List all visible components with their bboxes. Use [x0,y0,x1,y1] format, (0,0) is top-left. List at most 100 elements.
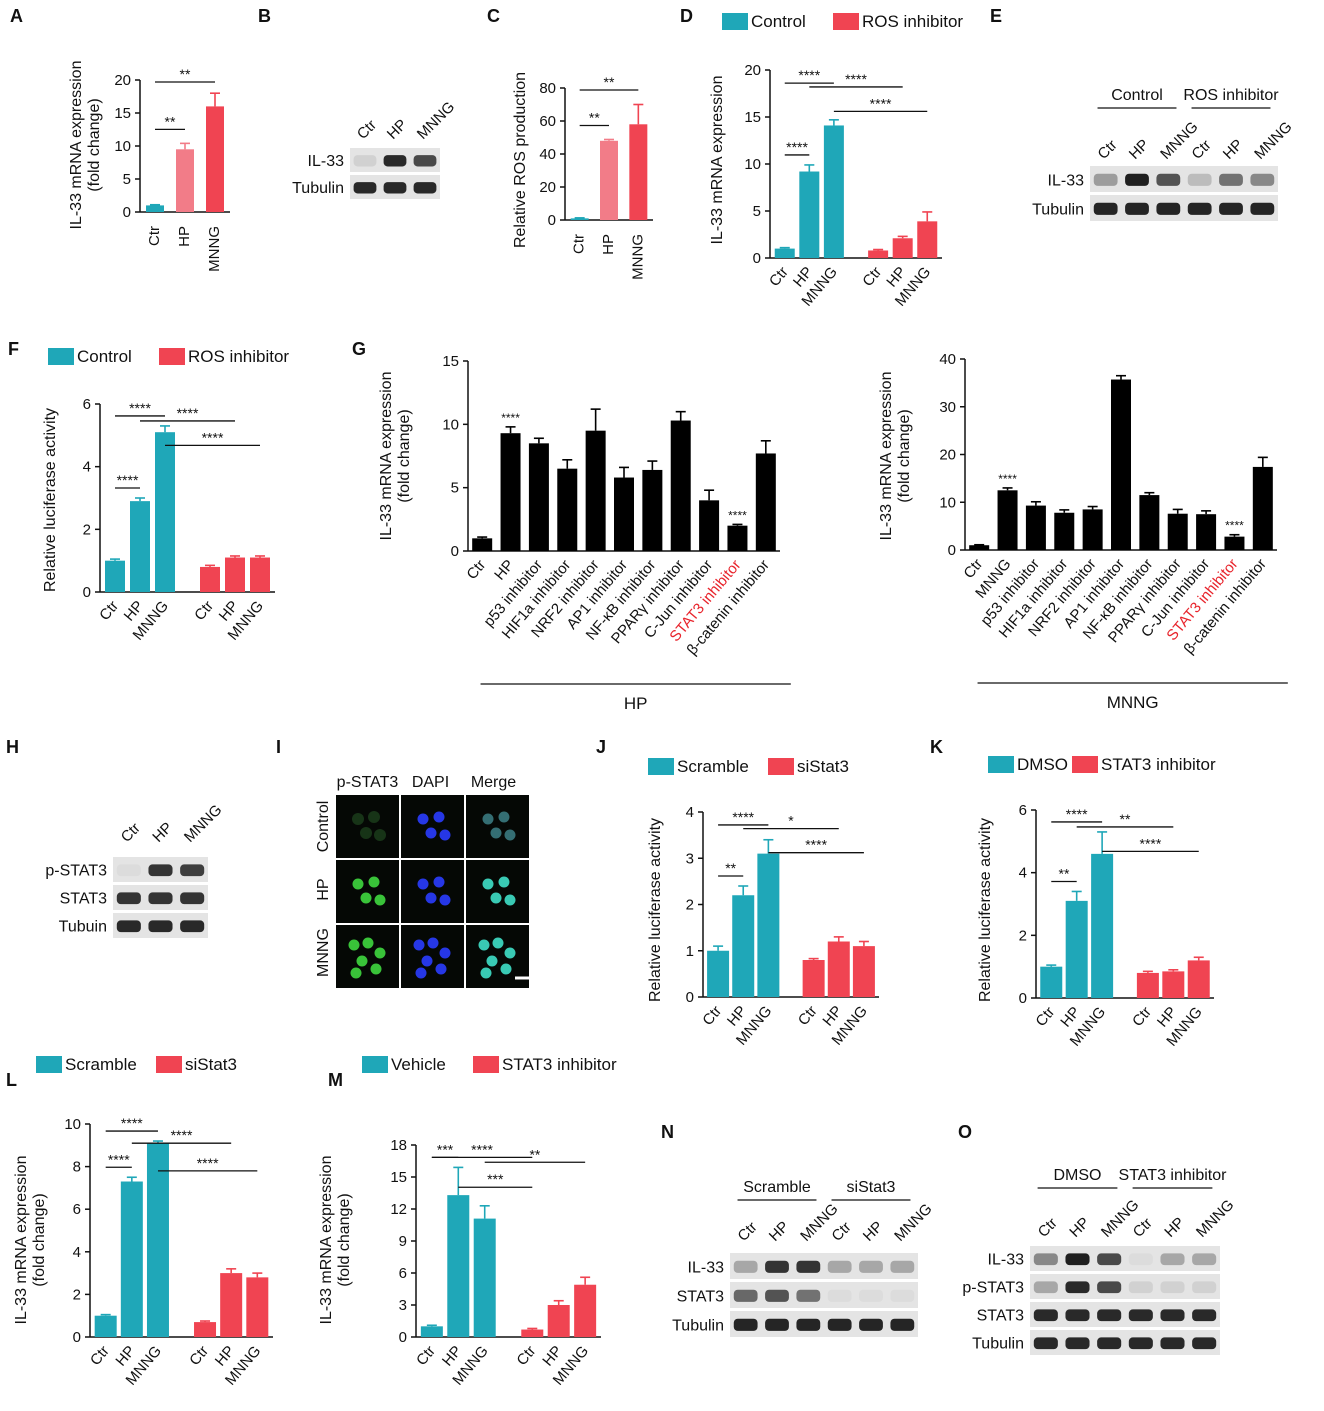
y-tick-label: 30 [939,399,956,416]
micro-nucleus [368,876,380,888]
y-tick-label: 2 [83,521,91,538]
blot-band [180,892,205,905]
micro-nucleus [352,813,364,825]
micro-tile [401,860,464,923]
bar [250,557,270,592]
blot-group-label: siStat3 [847,1179,896,1196]
blot-band [1160,1253,1185,1266]
blot-band [1187,202,1212,215]
micro-tile [336,925,399,988]
blot-band [1065,1337,1090,1350]
blot-lane-label: HP [1126,136,1153,163]
bar [670,420,691,551]
sig-label: **** [1140,835,1162,851]
blot-band [827,1260,852,1273]
y-axis-label: IL-33 mRNA expression [378,372,395,541]
blot-row-label: IL-33 [688,1259,725,1276]
blot-lane-label: Ctr [828,1219,854,1245]
micro-nucleus [504,829,516,841]
y-tick-label: 10 [114,138,131,155]
blot-band [733,1260,758,1273]
blot-band [1033,1253,1058,1266]
legend-swatch-control [648,758,674,775]
bar [473,1218,496,1337]
blot-row-label: Tubulin [292,180,344,197]
y-tick-label: 15 [442,353,459,370]
blot-band [353,155,377,167]
bar [699,500,720,551]
blot-row-label: Tubuin [59,919,107,936]
blot-band [1033,1337,1058,1350]
sig-label: **** [197,1155,219,1171]
micro-nucleus [425,827,437,839]
blot-band [1125,173,1149,186]
x-tick-label: Ctr [859,264,885,290]
sig-label: **** [870,95,892,111]
y-tick-label: 6 [1019,802,1027,819]
blot-band [1093,202,1118,215]
blot-membrane [730,1282,918,1308]
x-tick-label: HP [176,226,193,247]
blot-band [1160,1309,1185,1322]
micro-nucleus [417,878,429,890]
micro-nucleus [417,813,429,825]
y-axis-label: IL-33 mRNA expression [709,76,726,245]
blot-band [1156,202,1181,215]
blot-band [1128,1281,1153,1294]
group-label: MNNG [1107,693,1159,712]
blot-H: Ctr HP MNNG p-STAT3 STAT3 Tubuin [45,801,225,938]
y-tick-label: 12 [390,1201,407,1218]
y-tick-label: 2 [686,897,694,914]
bar [130,501,150,592]
micro-nucleus [413,939,425,951]
bar [732,895,755,997]
micro-nucleus [478,939,490,951]
y-tick-label: 4 [686,804,694,821]
sig-label: **** [1225,519,1244,533]
chart-A: 0 5 10 15 20 IL-33 mRNA expression (fold chang… [68,61,230,272]
panel-letter-G: G [352,339,366,359]
y-tick-label: 5 [123,171,131,188]
blot-row-label: p-STAT3 [45,863,107,880]
x-tick-label: Ctr [1129,1004,1155,1030]
micro-nucleus [356,955,368,967]
y-tick-label: 18 [390,1137,407,1154]
y-tick-label: 4 [73,1244,81,1261]
micro-nucleus [348,939,360,951]
y-tick-label: 5 [753,203,761,220]
blot-B: Ctr HP MNNG IL-33 Tubulin [292,98,458,199]
legend-swatch-control [722,13,748,30]
y-axis-label: (fold change) [396,409,413,502]
y-tick-label: 20 [939,447,956,464]
blot-membrane [1090,195,1278,221]
blot-band [1192,1281,1217,1294]
micro-nucleus [498,811,510,823]
micro-nucleus [490,827,502,839]
micro-nucleus [439,894,451,906]
panel-letter-O: O [958,1122,972,1142]
micro-nucleus [360,892,372,904]
blot-band [1250,202,1275,215]
micro-nucleus [486,955,498,967]
micro-nucleus [360,827,372,839]
blot-lane-label: MNNG [1193,1196,1237,1240]
blot-band [796,1260,821,1273]
sig-label: **** [177,405,199,421]
y-axis-label: (fold change) [336,1193,353,1286]
blot-band [148,864,173,877]
panel-letter-B: B [258,6,271,26]
legend-swatch-control [362,1056,388,1073]
micro-tile [336,795,399,858]
bar [500,433,521,551]
y-axis-label: Relative luciferase activity [647,818,664,1002]
y-axis-label: IL-33 mRNA expression [318,1156,335,1325]
blot-lane-label: Ctr [1035,1215,1061,1241]
bar [997,490,1018,550]
micro-column-label: DAPI [412,774,449,791]
bar [220,1273,243,1337]
blot-band [1065,1253,1090,1266]
panel-letter-D: D [680,6,693,26]
chart-M: 0 3 6 9 12 15 18 IL-33 mRNA expression (fold cha… [318,1055,617,1389]
legend-swatch-treatment [473,1056,499,1073]
